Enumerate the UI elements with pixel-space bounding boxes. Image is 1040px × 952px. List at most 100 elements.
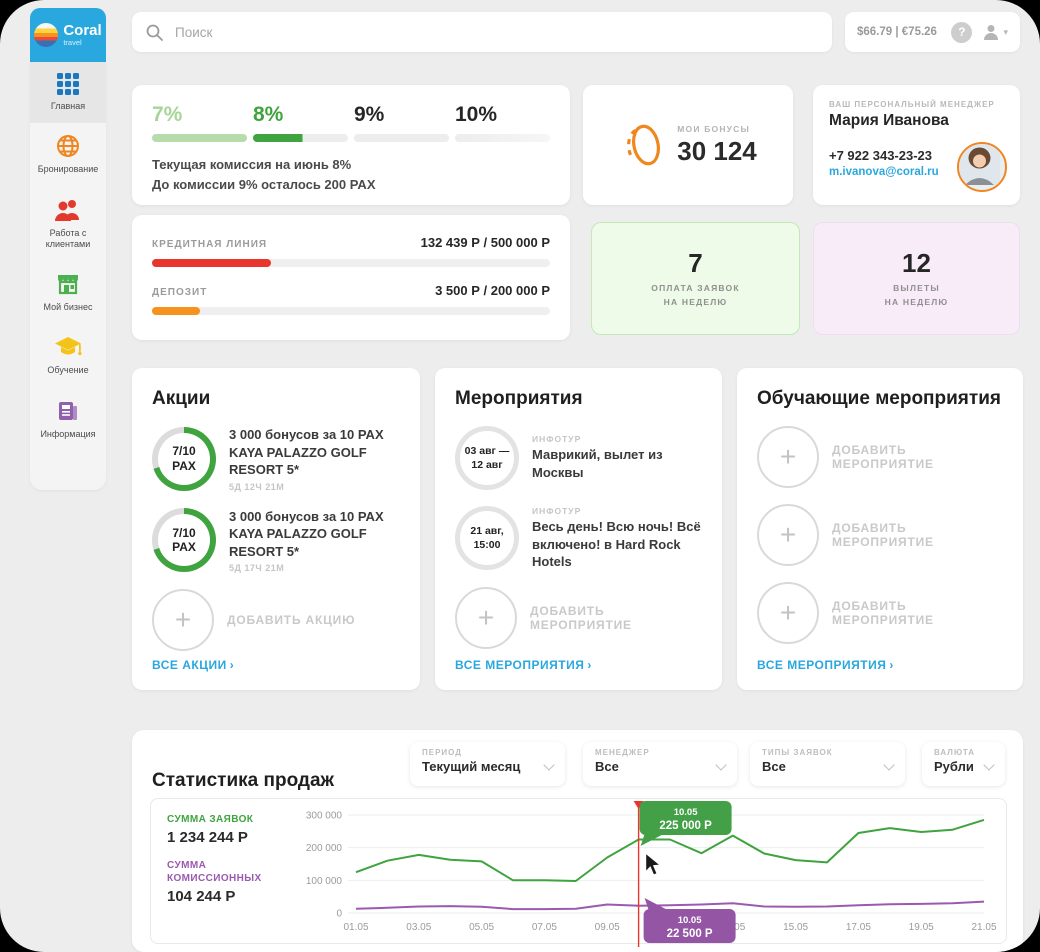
commission-10-label: 10% bbox=[455, 103, 498, 126]
sidebar-item-business[interactable]: Мой бизнес bbox=[30, 261, 106, 324]
commission-7-bar bbox=[152, 134, 247, 142]
bonuses-value: 30 124 bbox=[677, 135, 757, 166]
add-training-button[interactable]: + ДОБАВИТЬ МЕРОПРИЯТИЕ bbox=[757, 504, 1003, 566]
manager-name: Мария Иванова bbox=[829, 112, 949, 129]
commission-level: 8% bbox=[253, 103, 348, 142]
deposit-progress bbox=[152, 307, 200, 315]
user-menu[interactable]: ▾ bbox=[982, 23, 1008, 41]
trainings-title: Обучающие мероприятия bbox=[757, 388, 1001, 409]
plus-icon: + bbox=[455, 586, 517, 649]
finance-card: КРЕДИТНАЯ ЛИНИЯ 132 439 Р / 500 000 Р ДЕ… bbox=[132, 215, 570, 340]
sidebar-item-booking[interactable]: Бронирование bbox=[30, 123, 106, 186]
departures-week-label: ВЫЛЕТЫ НА НЕДЕЛЮ bbox=[884, 282, 949, 307]
plus-icon: + bbox=[152, 589, 214, 652]
sidebar-item-home[interactable]: Главная bbox=[30, 62, 106, 124]
promo-progress-ring: 7/10 PAX bbox=[152, 508, 216, 573]
commission-level: 9% bbox=[354, 103, 449, 142]
commission-9-bar bbox=[354, 134, 449, 142]
svg-text:17.05: 17.05 bbox=[846, 922, 871, 933]
promo-item[interactable]: 7/10 PAX 3 000 бонусов за 10 PAX KAYA PA… bbox=[152, 426, 400, 492]
search-input[interactable] bbox=[173, 23, 749, 41]
all-trainings-link[interactable]: ВСЕ МЕРОПРИЯТИЯ › bbox=[757, 658, 894, 672]
help-icon[interactable]: ? bbox=[951, 21, 973, 43]
coin-icon bbox=[627, 124, 661, 166]
manager-card: ВАШ ПЕРСОНАЛЬНЫЙ МЕНЕДЖЕР Мария Иванова … bbox=[813, 85, 1020, 205]
sidebar-item-education[interactable]: Обучение bbox=[30, 324, 106, 387]
event-item[interactable]: 03 авг — 12 авг ИНФОТУР Маврикий, вылет … bbox=[455, 426, 702, 490]
promos-title: Акции bbox=[152, 388, 211, 409]
chevron-right-icon: › bbox=[587, 658, 592, 672]
event-tag: ИНФОТУР bbox=[532, 506, 582, 516]
add-promo-button[interactable]: + ДОБАВИТЬ АКЦИЮ bbox=[152, 589, 400, 652]
bonuses-label: МОИ БОНУСЫ bbox=[677, 123, 751, 134]
add-event-button[interactable]: + ДОБАВИТЬ МЕРОПРИЯТИЕ bbox=[455, 586, 702, 649]
brand-name: Coral bbox=[63, 22, 102, 40]
all-promos-link[interactable]: ВСЕ АКЦИИ › bbox=[152, 658, 235, 672]
commission-level: 7% bbox=[152, 103, 247, 142]
avatar-photo bbox=[959, 144, 1000, 185]
sales-stats-title: Статистика продаж bbox=[152, 769, 335, 791]
add-training-button[interactable]: + ДОБАВИТЬ МЕРОПРИЯТИЕ bbox=[757, 582, 1003, 644]
svg-text:0: 0 bbox=[336, 909, 342, 920]
payments-week-card: 7 ОПЛАТА ЗАЯВОК НА НЕДЕЛЮ bbox=[591, 222, 800, 335]
sidebar-item-label: Информация bbox=[40, 428, 96, 439]
svg-text:21.05: 21.05 bbox=[971, 922, 996, 933]
sales-stats-card: Статистика продаж ПЕРИОД Текущий месяц М… bbox=[132, 730, 1023, 952]
payments-week-label: ОПЛАТА ЗАЯВОК НА НЕДЕЛЮ bbox=[651, 282, 740, 307]
manager-email-link[interactable]: m.ivanova@coral.ru bbox=[829, 166, 939, 178]
sidebar-item-label: Обучение bbox=[47, 365, 89, 376]
chevron-right-icon: › bbox=[889, 658, 894, 672]
news-icon bbox=[59, 401, 77, 420]
add-training-button[interactable]: + ДОБАВИТЬ МЕРОПРИЯТИЕ bbox=[757, 426, 1003, 488]
currency-rates: $66.79 | €75.26 bbox=[857, 26, 937, 38]
trainings-card: Обучающие мероприятия + ДОБАВИТЬ МЕРОПРИ… bbox=[737, 368, 1023, 690]
chevron-down-icon: ▾ bbox=[1003, 26, 1008, 37]
svg-text:100 000: 100 000 bbox=[306, 876, 343, 887]
credit-line-progress bbox=[152, 259, 272, 267]
bonuses-meta: МОИ БОНУСЫ 30 124 bbox=[677, 124, 757, 167]
deposit-track bbox=[152, 307, 550, 315]
request-type-filter[interactable]: ТИПЫ ЗАЯВОК Все bbox=[750, 742, 905, 786]
promos-card: Акции 7/10 PAX 3 000 бонусов за 10 PAX K… bbox=[132, 368, 420, 690]
svg-text:10.05: 10.05 bbox=[674, 807, 698, 818]
deposit-row: ДЕПОЗИТ 3 500 Р / 200 000 Р bbox=[152, 283, 550, 298]
event-text: Весь день! Всю ночь! Всё включено! в Har… bbox=[532, 519, 701, 570]
brand-sub: travel bbox=[63, 38, 82, 48]
svg-text:09.05: 09.05 bbox=[595, 922, 620, 933]
chart-legend: СУММА ЗАЯВОК 1 234 244 Р СУММА КОМИССИОН… bbox=[167, 813, 295, 918]
sidebar-item-label: Работа с клиентами bbox=[45, 227, 91, 249]
commission-sum-value: 104 244 Р bbox=[167, 888, 236, 905]
globe-icon bbox=[57, 135, 79, 158]
user-toolbar: $66.79 | €75.26 ? ▾ bbox=[845, 12, 1020, 52]
currency-filter[interactable]: ВАЛЮТА Рубли bbox=[922, 742, 1005, 786]
sidebar-item-information[interactable]: Информация bbox=[30, 388, 106, 451]
user-icon bbox=[984, 25, 999, 40]
manager-filter[interactable]: МЕНЕДЖЕР Все bbox=[583, 742, 737, 786]
departures-week-card: 12 ВЫЛЕТЫ НА НЕДЕЛЮ bbox=[813, 222, 1020, 335]
credit-line-value: 132 439 Р / 500 000 Р bbox=[420, 235, 550, 250]
requests-sum-label: СУММА ЗАЯВОК bbox=[167, 814, 254, 825]
svg-text:10.05: 10.05 bbox=[678, 915, 702, 926]
event-date-ring: 21 авг, 15:00 bbox=[455, 506, 519, 571]
event-text: Маврикий, вылет из Москвы bbox=[532, 447, 663, 480]
shop-icon bbox=[58, 275, 78, 295]
deposit-value: 3 500 Р / 200 000 Р bbox=[435, 283, 550, 298]
commission-summary: Текущая комиссия на июнь 8% До комиссии … bbox=[152, 155, 550, 194]
sales-line-chart[interactable]: 0 100 000 200 000 300 000 01.05 03.05 05.05 07.… bbox=[294, 799, 1006, 947]
coral-travel-logo[interactable]: Coral travel bbox=[30, 8, 106, 62]
event-tag: ИНФОТУР bbox=[532, 434, 582, 445]
event-item[interactable]: 21 авг, 15:00 ИНФОТУР Весь день! Всю ноч… bbox=[455, 506, 702, 571]
graduation-icon bbox=[55, 337, 82, 356]
promo-item[interactable]: 7/10 PAX 3 000 бонусов за 10 PAX KAYA PA… bbox=[152, 508, 400, 573]
sidebar-item-clients[interactable]: Работа с клиентами bbox=[30, 187, 106, 262]
sidebar-item-label: Главная bbox=[50, 101, 86, 111]
events-title: Мероприятия bbox=[455, 388, 583, 409]
svg-text:15.05: 15.05 bbox=[783, 922, 808, 933]
grid-icon bbox=[57, 73, 79, 95]
logo-text: Coral travel bbox=[63, 23, 101, 47]
period-filter[interactable]: ПЕРИОД Текущий месяц bbox=[410, 742, 565, 786]
coral-globe-icon bbox=[34, 23, 59, 47]
sidebar: Главная Бронирование bbox=[30, 62, 106, 490]
all-events-link[interactable]: ВСЕ МЕРОПРИЯТИЯ › bbox=[455, 658, 592, 672]
